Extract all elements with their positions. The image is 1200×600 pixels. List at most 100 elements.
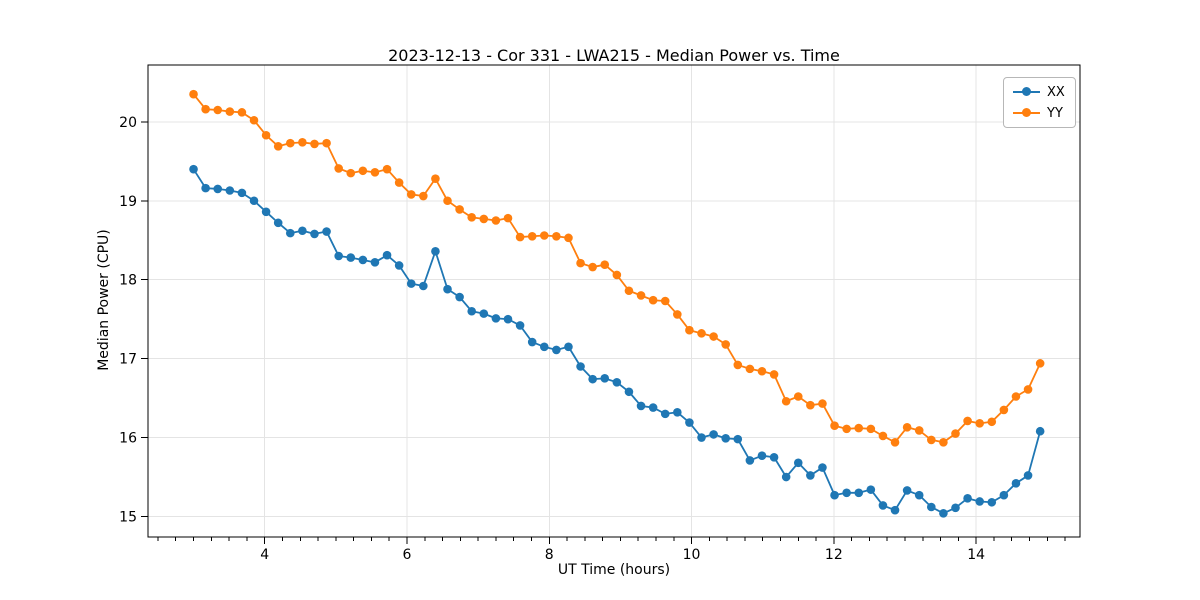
data-point-xx bbox=[261, 207, 271, 217]
x-tick-label: 10 bbox=[683, 547, 701, 563]
data-point-xx bbox=[721, 434, 730, 443]
data-point-yy bbox=[1011, 392, 1021, 401]
data-point-yy bbox=[406, 190, 416, 199]
data-point-yy bbox=[660, 296, 670, 306]
data-point-yy bbox=[781, 396, 791, 406]
x-tick-label: 12 bbox=[825, 547, 843, 563]
x-axis: 4 6 8 10 12 14 bbox=[157, 537, 1066, 563]
data-point-xx bbox=[830, 490, 839, 500]
data-point-yy bbox=[564, 233, 573, 243]
x-tick-label: 8 bbox=[545, 547, 554, 563]
data-point-yy bbox=[818, 399, 827, 408]
data-point-xx bbox=[431, 246, 440, 256]
data-point-yy bbox=[987, 417, 997, 427]
data-point-xx bbox=[636, 401, 646, 411]
y-tick-label: 15 bbox=[119, 509, 137, 525]
data-point-yy bbox=[189, 89, 198, 99]
data-point-xx bbox=[648, 403, 658, 412]
data-point-yy bbox=[225, 107, 235, 116]
data-point-yy bbox=[273, 141, 283, 151]
y-axis: 15 16 17 18 19 20 bbox=[119, 115, 148, 525]
data-point-yy bbox=[975, 419, 984, 428]
data-point-yy bbox=[939, 437, 948, 447]
y-axis-label: Median Power (CPU) bbox=[96, 229, 112, 371]
data-point-yy bbox=[491, 216, 501, 225]
data-point-yy bbox=[914, 426, 924, 435]
y-tick-label: 20 bbox=[119, 115, 137, 131]
data-point-xx bbox=[273, 218, 283, 228]
data-point-xx bbox=[564, 342, 573, 352]
data-point-yy bbox=[539, 231, 549, 240]
data-point-xx bbox=[914, 490, 924, 500]
data-point-yy bbox=[310, 139, 319, 149]
data-point-yy bbox=[757, 366, 767, 376]
legend-label-xx: XX bbox=[1047, 84, 1065, 100]
data-point-yy bbox=[346, 168, 356, 178]
data-point-xx bbox=[624, 387, 634, 397]
data-point-yy bbox=[298, 138, 307, 147]
data-point-yy bbox=[999, 405, 1009, 415]
data-point-xx bbox=[370, 258, 380, 267]
data-point-xx bbox=[225, 186, 235, 195]
data-point-yy bbox=[201, 104, 210, 114]
data-point-xx bbox=[890, 505, 900, 515]
data-point-yy bbox=[1023, 385, 1033, 394]
y-tick-label: 17 bbox=[119, 352, 137, 368]
data-point-yy bbox=[443, 196, 452, 206]
data-point-xx bbox=[939, 509, 948, 518]
data-point-yy bbox=[673, 310, 682, 319]
legend-marker-yy-icon bbox=[1013, 108, 1040, 118]
data-point-yy bbox=[636, 291, 646, 300]
data-point-yy bbox=[479, 214, 489, 224]
data-point-xx bbox=[322, 227, 331, 236]
data-point-xx bbox=[673, 407, 682, 417]
data-point-yy bbox=[866, 424, 876, 434]
x-axis-label: UT Time (hours) bbox=[557, 562, 671, 578]
data-point-yy bbox=[685, 325, 694, 335]
data-point-xx bbox=[1023, 471, 1033, 480]
data-point-yy bbox=[1035, 359, 1045, 368]
data-point-xx bbox=[310, 229, 319, 239]
data-point-xx bbox=[733, 434, 743, 444]
data-point-yy bbox=[927, 435, 936, 445]
data-point-yy bbox=[793, 392, 803, 401]
data-point-xx bbox=[346, 253, 356, 262]
data-point-yy bbox=[552, 231, 561, 241]
data-point-yy bbox=[503, 213, 513, 223]
data-point-yy bbox=[431, 174, 440, 183]
data-point-yy bbox=[261, 130, 271, 140]
data-point-xx bbox=[358, 255, 368, 265]
data-point-xx bbox=[394, 261, 404, 270]
data-point-yy bbox=[721, 340, 730, 349]
series-xx bbox=[189, 164, 1045, 518]
data-point-yy bbox=[902, 422, 912, 432]
data-point-yy bbox=[612, 270, 622, 280]
data-point-yy bbox=[455, 205, 464, 214]
chart-title: 2023-12-13 - Cor 331 - LWA215 - Median P… bbox=[388, 46, 840, 65]
data-point-yy bbox=[515, 232, 525, 242]
y-tick-label: 19 bbox=[119, 194, 137, 210]
plot-spines bbox=[147, 64, 1081, 538]
data-point-yy bbox=[382, 164, 392, 174]
data-point-yy bbox=[697, 329, 706, 338]
legend-item-yy: YY bbox=[1013, 104, 1065, 122]
data-point-xx bbox=[455, 292, 464, 302]
data-point-xx bbox=[854, 488, 864, 498]
data-point-yy bbox=[334, 164, 343, 173]
data-point-xx bbox=[757, 451, 767, 461]
data-point-yy bbox=[600, 260, 610, 269]
data-point-yy bbox=[648, 295, 658, 305]
data-point-xx bbox=[878, 501, 888, 510]
data-point-xx bbox=[213, 184, 223, 194]
data-point-yy bbox=[842, 424, 851, 434]
data-point-xx bbox=[781, 472, 791, 482]
data-point-xx bbox=[999, 490, 1009, 500]
data-point-yy bbox=[588, 262, 597, 272]
data-point-xx bbox=[479, 309, 489, 318]
data-point-xx bbox=[189, 164, 198, 174]
data-point-xx bbox=[660, 409, 670, 419]
data-point-xx bbox=[298, 226, 307, 236]
data-point-xx bbox=[685, 418, 694, 427]
data-point-xx bbox=[443, 284, 452, 294]
data-point-yy bbox=[745, 364, 755, 374]
